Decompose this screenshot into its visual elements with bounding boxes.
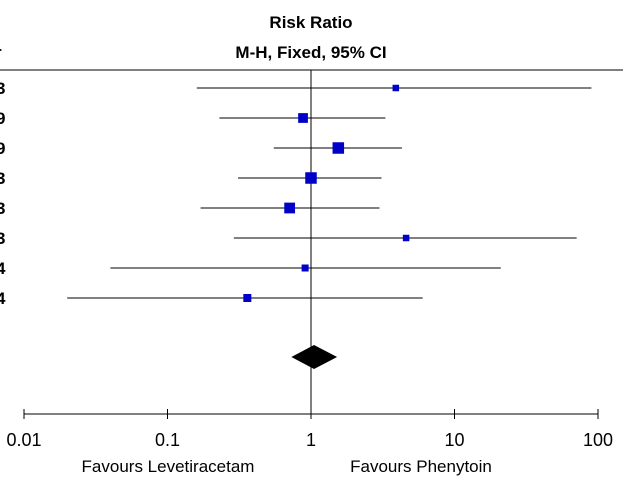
- pooled-estimate-group: [291, 345, 338, 369]
- study-point-estimate: [392, 84, 400, 92]
- study-point-estimate: [298, 113, 308, 123]
- favours-right-label: Favours Phenytoin: [350, 457, 492, 476]
- cut-year-label: 9: [0, 139, 5, 158]
- study-point-estimate: [305, 172, 317, 184]
- study-point-estimate: [284, 202, 296, 214]
- cut-year-label: 3: [0, 229, 5, 248]
- study-point-estimate: [243, 294, 252, 302]
- cut-year-label: 3: [0, 79, 5, 98]
- pooled-estimate-diamond: [291, 345, 338, 369]
- x-tick-label: 1: [306, 430, 316, 450]
- x-tick-label: 10: [444, 430, 464, 450]
- favours-left-label: Favours Levetiracetam: [82, 457, 255, 476]
- cut-year-label: 9: [0, 109, 5, 128]
- cut-column-header: r: [0, 43, 2, 62]
- cut-year-labels: 3 9 9 3 3 3 4 4: [0, 79, 6, 308]
- x-axis: 0.01 0.1 1 10 100: [6, 409, 613, 450]
- cut-year-label: 3: [0, 169, 5, 188]
- study-point-estimate: [301, 264, 309, 272]
- x-tick-label: 0.01: [6, 430, 41, 450]
- x-tick-label: 0.1: [155, 430, 180, 450]
- x-tick-label: 100: [583, 430, 613, 450]
- study-point-estimate: [402, 234, 410, 242]
- study-point-estimate: [332, 142, 345, 154]
- chart-subtitle: M-H, Fixed, 95% CI: [235, 43, 386, 62]
- cut-year-label: 4: [0, 289, 6, 308]
- chart-title: Risk Ratio: [269, 13, 352, 32]
- study-rows: [67, 84, 592, 302]
- cut-year-label: 4: [0, 259, 6, 278]
- cut-year-label: 3: [0, 199, 5, 218]
